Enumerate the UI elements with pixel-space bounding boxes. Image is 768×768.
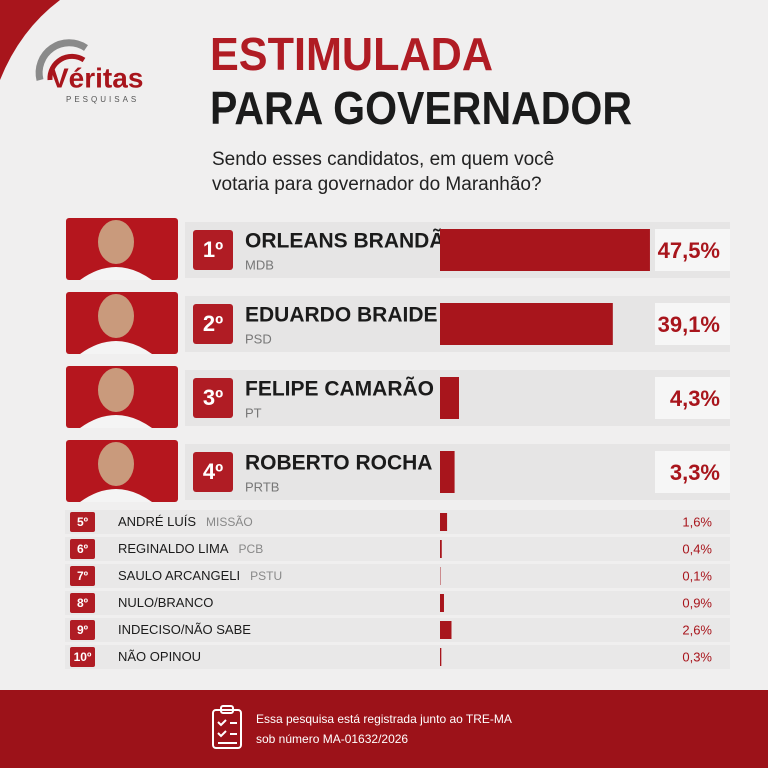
rank: 7º: [77, 569, 89, 583]
rank: 5º: [77, 515, 89, 529]
value-label: 4,3%: [670, 386, 720, 411]
party: PCB: [239, 542, 264, 556]
row-label: NÃO OPINOU: [118, 649, 201, 664]
row-label: SAULO ARCANGELI PSTU: [118, 568, 282, 583]
value-label: 3,3%: [670, 460, 720, 485]
candidate-name: NÃO OPINOU: [118, 649, 201, 664]
value-label: 0,3%: [682, 649, 712, 664]
row-background: [185, 444, 730, 500]
candidate-name: NULO/BRANCO: [118, 595, 213, 610]
label-background: [655, 451, 730, 493]
row-background: [65, 537, 730, 561]
bar: [440, 377, 460, 419]
rank: 3º: [203, 385, 223, 410]
rank-badge: [70, 539, 95, 559]
rank-badge: [70, 512, 95, 532]
party: PSD: [245, 331, 272, 346]
rank-badge: [193, 230, 233, 270]
rank-badge: [70, 593, 95, 613]
candidate-name: ROBERTO ROCHA: [245, 452, 432, 475]
party: PT: [245, 405, 262, 420]
bar: [440, 594, 444, 612]
candidate-name: FELIPE CAMARÃO: [245, 378, 434, 401]
bar: [440, 648, 442, 666]
label-background: [655, 303, 730, 345]
logo-name: Véritas: [50, 62, 143, 93]
rank: 10º: [74, 650, 92, 664]
logo-tagline: PESQUISAS: [66, 95, 139, 104]
row-label: REGINALDO LIMA PCB: [118, 541, 263, 556]
candidate-name: ANDRÉ LUÍS: [118, 514, 196, 529]
bar: [440, 540, 442, 558]
logo-arc: [35, 39, 88, 81]
bar: [440, 303, 613, 345]
row-background: [65, 645, 730, 669]
rank: 2º: [203, 311, 223, 336]
photo-body: [80, 341, 152, 354]
rank-badge: [193, 304, 233, 344]
title: PARA GOVERNADOR: [210, 82, 632, 134]
value-label: 0,4%: [682, 541, 712, 556]
bar: [440, 451, 455, 493]
bar: [440, 513, 448, 531]
value-label: 39,1%: [658, 312, 720, 337]
footer-text: Essa pesquisa está registrada junto ao T…: [256, 712, 512, 726]
party: MDB: [245, 257, 274, 272]
row-label: INDECISO/NÃO SABE: [118, 622, 251, 637]
rank-badge: [70, 620, 95, 640]
party: PRTB: [245, 479, 279, 494]
row-background: [65, 591, 730, 615]
clipboard-icon: [212, 705, 242, 749]
candidate-name: EDUARDO BRAIDE: [245, 304, 438, 327]
photo-head: [98, 294, 134, 338]
rank-badge: [193, 452, 233, 492]
photo-body: [80, 415, 152, 428]
rank: 9º: [77, 623, 89, 637]
photo-head: [98, 220, 134, 264]
value-label: 0,1%: [682, 568, 712, 583]
photo-body: [80, 267, 152, 280]
label-background: [655, 229, 730, 271]
rank-badge: [70, 566, 95, 586]
rank: 4º: [203, 459, 223, 484]
party: PSTU: [250, 569, 282, 583]
subtitle: Sendo esses candidatos, em quem você: [212, 149, 554, 170]
rank-badge: [70, 647, 95, 667]
value-label: 47,5%: [658, 238, 720, 263]
subtitle: votaria para governador do Maranhão?: [212, 174, 542, 195]
row-label: NULO/BRANCO: [118, 595, 213, 610]
rank: 1º: [203, 237, 223, 262]
row-background: [65, 564, 730, 588]
rank: 6º: [77, 542, 89, 556]
photo-head: [98, 442, 134, 486]
candidate-name: SAULO ARCANGELI: [118, 568, 240, 583]
value-label: 0,9%: [682, 595, 712, 610]
row-background: [65, 618, 730, 642]
title: ESTIMULADA: [210, 28, 493, 80]
bar: [440, 621, 452, 639]
photo-head: [98, 368, 134, 412]
label-background: [655, 377, 730, 419]
value-label: 1,6%: [682, 514, 712, 529]
rank-badge: [193, 378, 233, 418]
rank: 8º: [77, 596, 89, 610]
corner-accent: [0, 0, 60, 80]
party: MISSÃO: [206, 515, 253, 529]
logo-arc: [47, 53, 86, 81]
footer-band: [0, 690, 768, 768]
photo-body: [80, 489, 152, 502]
candidate-name: INDECISO/NÃO SABE: [118, 622, 251, 637]
candidate-name: ORLEANS BRANDÃO: [245, 230, 461, 253]
value-label: 2,6%: [682, 622, 712, 637]
footer-text: sob número MA-01632/2026: [256, 732, 408, 746]
candidate-name: REGINALDO LIMA: [118, 541, 229, 556]
row-label: ANDRÉ LUÍS MISSÃO: [118, 514, 253, 529]
bar: [440, 229, 650, 271]
row-background: [65, 510, 730, 534]
